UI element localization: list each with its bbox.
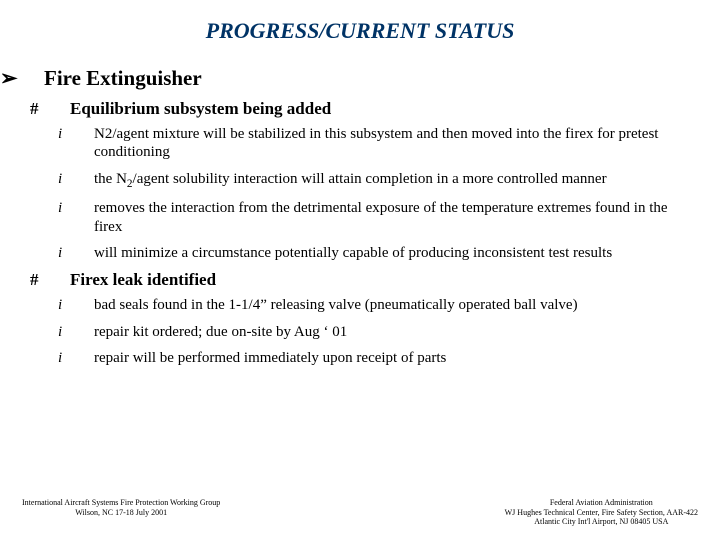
bullet-lvl3-icon: i — [76, 323, 94, 341]
point-text: repair will be performed immediately upo… — [94, 350, 446, 366]
bullet-lvl1-icon: ➢ — [22, 66, 44, 91]
footer-right: Federal Aviation Administration WJ Hughe… — [505, 498, 698, 526]
heading-text: Fire Extinguisher — [44, 66, 202, 90]
point-text-b: /agent solubility interaction will attai… — [133, 171, 607, 187]
subheading-text: Equilibrium subsystem being added — [70, 99, 331, 118]
bullet-lvl2-icon: # — [50, 270, 70, 290]
point-text: bad seals found in the 1-1/4” releasing … — [94, 297, 578, 313]
footer-right-line3: Atlantic City Int'l Airport, NJ 08405 US… — [505, 517, 698, 526]
point-removes-interaction: iremoves the interaction from the detrim… — [76, 199, 688, 236]
footer: International Aircraft Systems Fire Prot… — [0, 498, 720, 526]
point-text: removes the interaction from the detrime… — [94, 200, 668, 234]
point-bad-seals: ibad seals found in the 1-1/4” releasing… — [76, 296, 688, 314]
bullet-lvl3-icon: i — [76, 244, 94, 262]
bullet-lvl3-icon: i — [76, 125, 94, 143]
subheading-text: Firex leak identified — [70, 270, 216, 289]
slide-title: PROGRESS/CURRENT STATUS — [22, 18, 698, 44]
point-n2-mixture: iN2/agent mixture will be stabilized in … — [76, 125, 688, 162]
footer-right-line1: Federal Aviation Administration — [505, 498, 698, 507]
footer-left-line1: International Aircraft Systems Fire Prot… — [22, 498, 220, 507]
footer-left-line2: Wilson, NC 17-18 July 2001 — [22, 508, 220, 517]
footer-left: International Aircraft Systems Fire Prot… — [22, 498, 220, 526]
point-repair-performed: irepair will be performed immediately up… — [76, 349, 688, 367]
point-minimize: iwill minimize a circumstance potentiall… — [76, 244, 688, 262]
bullet-lvl3-icon: i — [76, 296, 94, 314]
point-repair-kit: irepair kit ordered; due on-site by Aug … — [76, 323, 688, 341]
bullet-lvl2-icon: # — [50, 99, 70, 119]
point-solubility: ithe N2/agent solubility interaction wil… — [76, 170, 688, 192]
point-text: will minimize a circumstance potentially… — [94, 245, 612, 261]
point-text: N2/agent mixture will be stabilized in t… — [94, 126, 658, 160]
bullet-lvl3-icon: i — [76, 349, 94, 367]
bullet-lvl3-icon: i — [76, 199, 94, 217]
subheading-firex-leak: #Firex leak identified — [50, 270, 698, 290]
point-text: repair kit ordered; due on-site by Aug ‘… — [94, 324, 347, 340]
subheading-equilibrium: #Equilibrium subsystem being added — [50, 99, 698, 119]
bullet-lvl3-icon: i — [76, 170, 94, 188]
footer-right-line2: WJ Hughes Technical Center, Fire Safety … — [505, 508, 698, 517]
heading-fire-extinguisher: ➢Fire Extinguisher — [22, 66, 698, 91]
point-text-a: the N — [94, 171, 127, 187]
slide: PROGRESS/CURRENT STATUS ➢Fire Extinguish… — [0, 0, 720, 540]
